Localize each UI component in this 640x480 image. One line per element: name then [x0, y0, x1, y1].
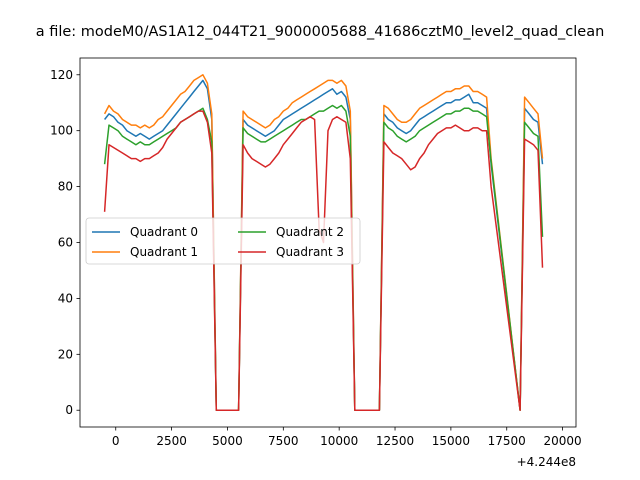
chart-title: a file: modeM0/AS1A12_044T21_9000005688_… [36, 24, 605, 40]
legend-label: Quadrant 3 [276, 245, 344, 259]
x-tick-label: 5000 [212, 434, 243, 448]
y-tick-label: 20 [58, 347, 73, 361]
x-tick-label: 20000 [544, 434, 582, 448]
x-tick-label: 10000 [320, 434, 358, 448]
legend-label: Quadrant 2 [276, 225, 344, 239]
y-tick-label: 60 [58, 236, 73, 250]
x-tick-label: 12500 [376, 434, 414, 448]
x-tick-label: 0 [112, 434, 120, 448]
legend-box [85, 217, 361, 265]
y-tick-label: 40 [58, 291, 73, 305]
series-line-3 [103, 110, 544, 411]
y-tick-label: 0 [65, 403, 73, 417]
x-tick-label: 15000 [432, 434, 470, 448]
x-tick-label: 2500 [156, 434, 187, 448]
x-axis: 0 2500 5000 7500 10000 12500 15000 17500 20000 [112, 427, 582, 448]
y-tick-label: 80 [58, 180, 73, 194]
x-offset-label: +4.244e8 [517, 455, 576, 469]
y-tick-label: 100 [50, 124, 73, 138]
x-tick-label: 17500 [488, 434, 526, 448]
legend: Quadrant 0 Quadrant 1 Quadrant 2 Quadrant 3 [85, 217, 361, 265]
plot-lines [103, 74, 544, 411]
series-line-1 [103, 74, 544, 411]
y-axis: 0 20 40 60 80 100 120 [50, 68, 80, 417]
y-tick-label: 120 [50, 68, 73, 82]
legend-label: Quadrant 1 [130, 245, 198, 259]
x-tick-label: 7500 [268, 434, 299, 448]
legend-label: Quadrant 0 [130, 225, 198, 239]
series-line-0 [104, 79, 544, 411]
